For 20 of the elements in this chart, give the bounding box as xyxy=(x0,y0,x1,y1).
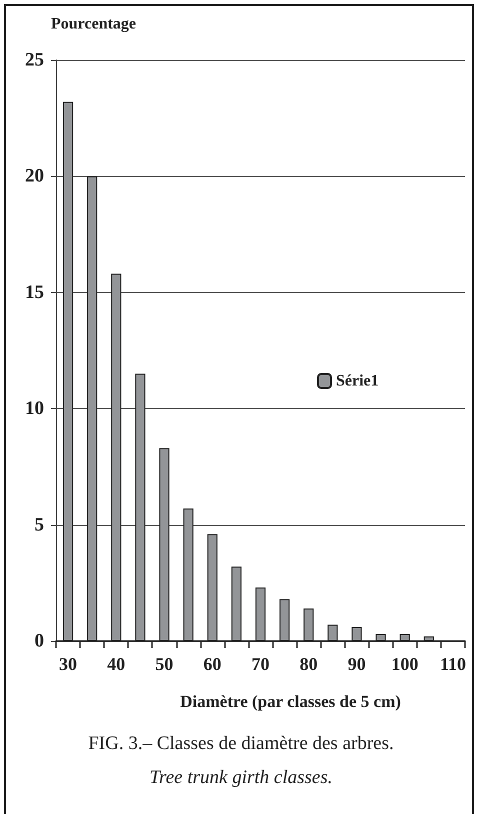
y-tick-label: 10 xyxy=(25,398,44,420)
x-tick-label: 100 xyxy=(391,654,418,674)
x-axis-title: Diamètre (par classes de 5 cm) xyxy=(180,692,401,711)
y-tick-label: 15 xyxy=(25,282,44,303)
y-tick-label: 5 xyxy=(34,514,44,536)
y-axis-title: Pourcentage xyxy=(51,16,136,32)
text: Tree trunk girth classes. xyxy=(148,767,334,789)
y-tick-label: 0 xyxy=(34,630,44,652)
y-tick-label: 20 xyxy=(25,166,44,187)
caption: FIG. 3.– Classes de diamètre des arbres. xyxy=(87,733,395,755)
x-tick-label: 50 xyxy=(155,654,174,674)
x-tick-label: 90 xyxy=(348,654,366,674)
x-tick-label: 80 xyxy=(300,654,318,674)
x-tick-label: 110 xyxy=(440,654,466,674)
legend-label: Série1 xyxy=(336,372,379,390)
x-tick-label: 70 xyxy=(252,654,270,674)
y-tick-label: 25 xyxy=(25,50,44,70)
x-tick-label: 30 xyxy=(59,654,78,674)
x-tick-label: 40 xyxy=(107,654,126,674)
x-tick-label: 60 xyxy=(203,654,222,674)
